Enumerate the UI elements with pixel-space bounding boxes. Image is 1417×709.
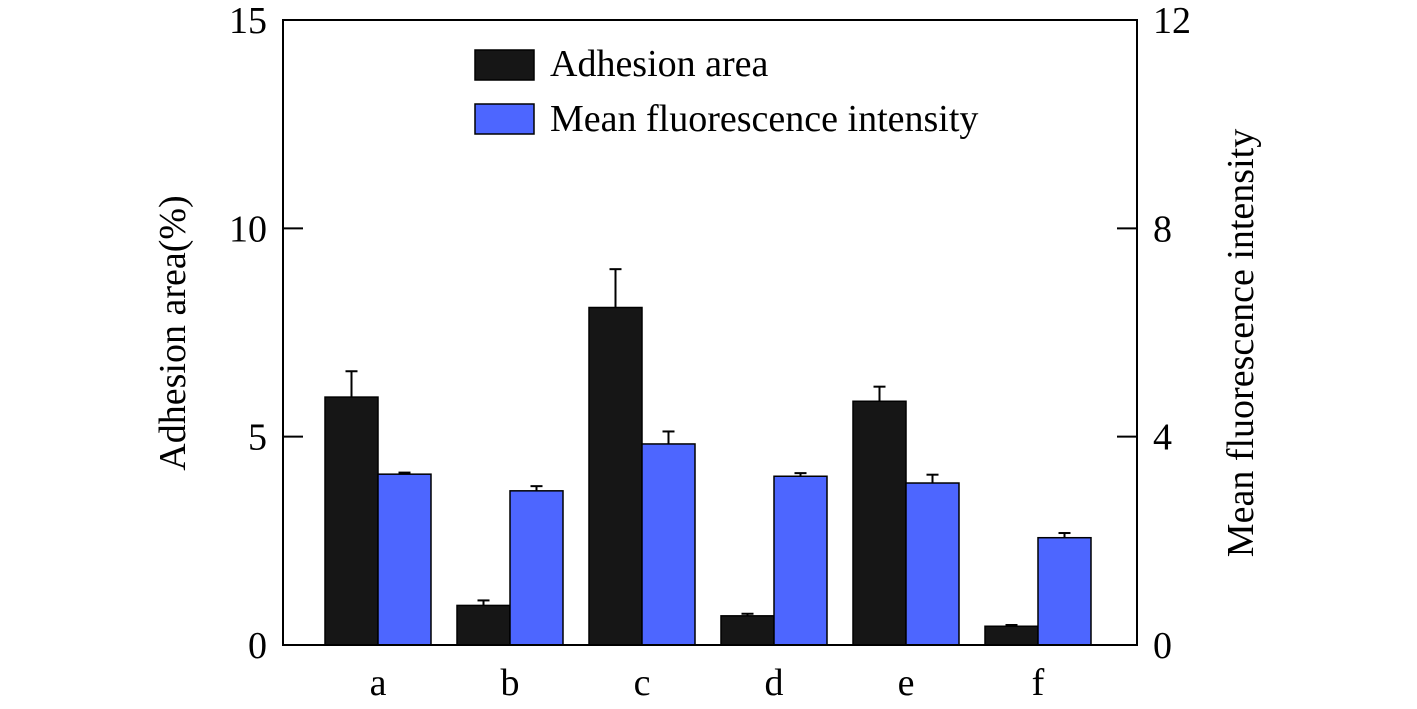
left-tick-label-0: 0 bbox=[248, 625, 267, 667]
legend-label-adhesion-area: Adhesion area bbox=[550, 43, 769, 85]
bar-mean-fluorescence-intensity-c bbox=[641, 443, 696, 646]
bar-mean-fluorescence-intensity-f bbox=[1037, 536, 1092, 646]
error-bars bbox=[345, 268, 1071, 627]
left-tick-label-5: 5 bbox=[248, 417, 267, 459]
bar-adhesion-area-a bbox=[324, 396, 379, 646]
legend: Adhesion area Mean fluorescence intensit… bbox=[474, 43, 978, 140]
error-bar-adhesion-area-d bbox=[741, 612, 754, 616]
category-label-c: c bbox=[634, 662, 651, 704]
legend-swatch-adhesion-area bbox=[474, 49, 535, 81]
error-bar-mean-fluorescence-intensity-b bbox=[530, 485, 543, 491]
category-label-d: d bbox=[765, 662, 784, 704]
error-bar-mean-fluorescence-intensity-c bbox=[662, 430, 675, 444]
left-tick-label-10: 10 bbox=[229, 208, 267, 250]
right-tick-label-8: 8 bbox=[1153, 208, 1172, 250]
error-bar-adhesion-area-a bbox=[345, 370, 358, 398]
error-bar-mean-fluorescence-intensity-a bbox=[398, 471, 411, 475]
left-tick-label-15: 15 bbox=[229, 0, 267, 42]
category-label-a: a bbox=[370, 662, 387, 704]
legend-label-mean-fluorescence-intensity: Mean fluorescence intensity bbox=[550, 98, 978, 140]
error-bar-adhesion-area-e bbox=[873, 385, 886, 402]
error-bar-adhesion-area-c bbox=[609, 268, 622, 308]
bar-adhesion-area-c bbox=[588, 306, 643, 646]
error-bar-adhesion-area-f bbox=[1005, 624, 1018, 627]
left-axis-title: Adhesion area(%) bbox=[152, 195, 194, 470]
bar-mean-fluorescence-intensity-d bbox=[773, 475, 828, 646]
bars bbox=[324, 306, 1092, 646]
right-axis-title: Mean fluorescence intensity bbox=[1220, 129, 1262, 557]
right-tick-label-4: 4 bbox=[1153, 417, 1172, 459]
tick-labels: a b c d e f 0 5 10 15 0 4 8 12 bbox=[229, 0, 1191, 704]
error-bar-mean-fluorescence-intensity-f bbox=[1058, 532, 1071, 538]
bar-adhesion-area-b bbox=[456, 604, 511, 646]
bar-adhesion-area-d bbox=[720, 615, 775, 646]
category-label-f: f bbox=[1032, 662, 1045, 704]
bar-adhesion-area-f bbox=[984, 625, 1039, 646]
category-label-e: e bbox=[898, 662, 915, 704]
legend-swatch-mean-fluorescence-intensity bbox=[474, 103, 535, 135]
error-bar-mean-fluorescence-intensity-e bbox=[926, 473, 939, 484]
plot-frame bbox=[282, 19, 1138, 646]
category-label-b: b bbox=[501, 662, 520, 704]
bar-mean-fluorescence-intensity-e bbox=[905, 482, 960, 646]
right-tick-label-12: 12 bbox=[1153, 0, 1191, 42]
error-bar-adhesion-area-b bbox=[477, 599, 490, 606]
right-tick-label-0: 0 bbox=[1153, 625, 1172, 667]
axes bbox=[282, 19, 1138, 646]
bar-mean-fluorescence-intensity-b bbox=[509, 490, 564, 646]
error-bar-mean-fluorescence-intensity-d bbox=[794, 472, 807, 477]
bar-adhesion-area-e bbox=[852, 400, 907, 646]
bar-mean-fluorescence-intensity-a bbox=[377, 473, 432, 646]
